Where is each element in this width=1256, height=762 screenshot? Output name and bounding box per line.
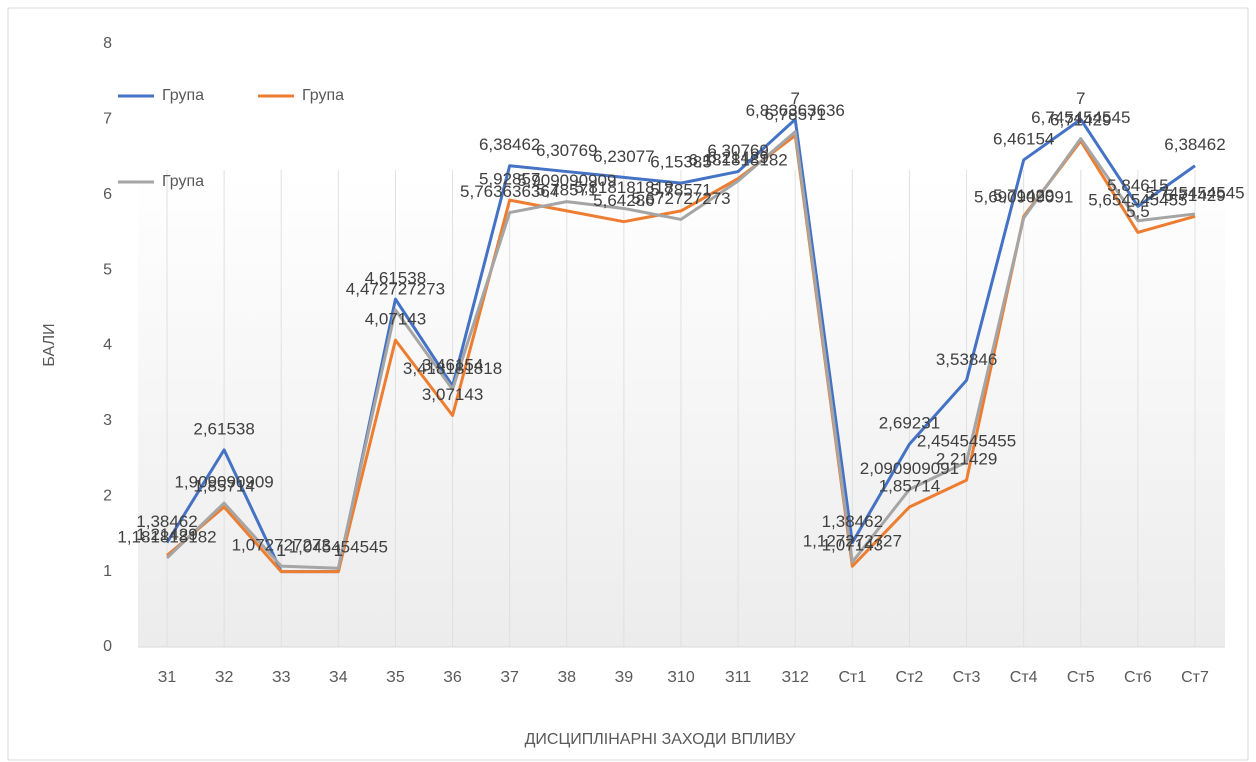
x-tick-label: З6 — [443, 669, 462, 686]
data-label: 6,21429 — [707, 148, 768, 167]
x-tick-label: Ст7 — [1181, 669, 1209, 686]
data-label: 5,745454545 — [1145, 183, 1244, 202]
legend-label: Група — [162, 173, 204, 190]
data-label: 1,045454545 — [289, 538, 388, 557]
data-label: 6,745454545 — [1031, 108, 1130, 127]
data-label: 5,64286 — [593, 191, 654, 210]
y-tick-label: 3 — [103, 412, 112, 429]
x-tick-label: З3 — [272, 669, 291, 686]
data-label: 6,46154 — [993, 129, 1054, 148]
data-label: 4,07143 — [365, 310, 426, 329]
y-tick-label: 7 — [103, 111, 112, 128]
data-label: 5,78571 — [536, 180, 597, 199]
y-axis-title: БАЛИ — [41, 323, 58, 366]
data-label: 1,21429 — [136, 525, 197, 544]
data-label: 6,38462 — [1164, 135, 1225, 154]
data-label: 5,92857 — [479, 170, 540, 189]
data-label: 5,818181818 — [574, 178, 673, 197]
data-label: 3,07143 — [422, 385, 483, 404]
data-label: 5,909090909 — [517, 171, 616, 190]
legend-label: Група — [162, 87, 204, 104]
data-label: 1,85714 — [193, 477, 254, 496]
data-label: 5,672727273 — [631, 189, 730, 208]
data-label: 5,690909091 — [974, 188, 1073, 207]
data-label: 6,38462 — [479, 135, 540, 154]
data-label: 5,71429 — [1164, 186, 1225, 205]
x-tick-label: З12 — [781, 669, 809, 686]
data-label: 6,836363636 — [746, 101, 845, 120]
data-label: 5,84615 — [1107, 176, 1168, 195]
x-tick-label: Ст2 — [896, 669, 924, 686]
y-tick-label: 0 — [103, 638, 112, 655]
data-label: 2,61538 — [193, 419, 254, 438]
legend-label: Група — [302, 87, 344, 104]
data-label: 1 — [276, 541, 285, 560]
data-label: 2,21429 — [936, 450, 997, 469]
data-label: 1,127272727 — [803, 532, 902, 551]
data-label: 5,654545455 — [1088, 190, 1187, 209]
data-label: 1,181818182 — [117, 527, 216, 546]
data-label: 6,30769 — [536, 141, 597, 160]
data-label: 3,53846 — [936, 350, 997, 369]
data-label: 7 — [1076, 89, 1085, 108]
x-tick-label: З5 — [386, 669, 405, 686]
data-label: 6,30769 — [707, 141, 768, 160]
data-label: 5,71429 — [993, 186, 1054, 205]
data-label: 1,07143 — [822, 536, 883, 555]
data-label: 6,78571 — [764, 105, 825, 124]
y-tick-label: 5 — [103, 261, 112, 278]
data-label: 6,71429 — [1050, 110, 1111, 129]
x-tick-label: Ст5 — [1067, 669, 1095, 686]
series-line — [165, 130, 1196, 570]
y-tick-label: 8 — [103, 35, 112, 52]
data-label: 1,38462 — [136, 512, 197, 531]
y-tick-label: 4 — [103, 337, 112, 354]
x-tick-label: З11 — [725, 669, 751, 686]
data-label: 5,5 — [1126, 202, 1150, 221]
x-tick-label: З8 — [557, 669, 576, 686]
x-tick-label: З10 — [667, 669, 695, 686]
y-tick-label: 1 — [103, 563, 112, 580]
y-tick-label: 2 — [103, 487, 112, 504]
data-label: 1,072727273 — [232, 536, 331, 555]
data-label: 7 — [790, 89, 799, 108]
x-tick-label: З9 — [615, 669, 634, 686]
data-label: 6,15385 — [650, 153, 711, 172]
data-label: 1,909090909 — [174, 473, 273, 492]
data-label: 1 — [334, 541, 343, 560]
x-tick-label: Ст1 — [838, 669, 866, 686]
data-label: 4,472727273 — [346, 279, 445, 298]
x-tick-label: З1 — [158, 669, 177, 686]
data-label: 1,85714 — [879, 477, 940, 496]
x-tick-label: З2 — [215, 669, 234, 686]
x-tick-label: Ст6 — [1124, 669, 1152, 686]
y-tick-label: 6 — [103, 186, 112, 203]
data-label: 5,78571 — [650, 180, 711, 199]
data-label: 2,69231 — [879, 414, 940, 433]
data-label: 5,763636364 — [460, 182, 559, 201]
data-label: 6,181818182 — [688, 151, 787, 170]
x-tick-label: З4 — [329, 669, 348, 686]
data-label: 3,418181818 — [403, 359, 502, 378]
data-label: 6,23077 — [593, 147, 654, 166]
data-label: 2,090909091 — [860, 459, 959, 478]
data-label: 4,61538 — [365, 269, 426, 288]
data-label: 1 — [276, 541, 285, 560]
x-tick-label: З7 — [500, 669, 519, 686]
x-tick-label: Ст3 — [953, 669, 981, 686]
x-tick-label: Ст4 — [1010, 669, 1038, 686]
data-label: 1,38462 — [822, 512, 883, 531]
data-label: 2,454545455 — [917, 431, 1016, 450]
data-label: 3,46154 — [422, 356, 483, 375]
data-label: 1 — [334, 541, 343, 560]
x-axis-title: ДИСЦИПЛІНАРНІ ЗАХОДИ ВПЛИВУ — [525, 731, 797, 748]
